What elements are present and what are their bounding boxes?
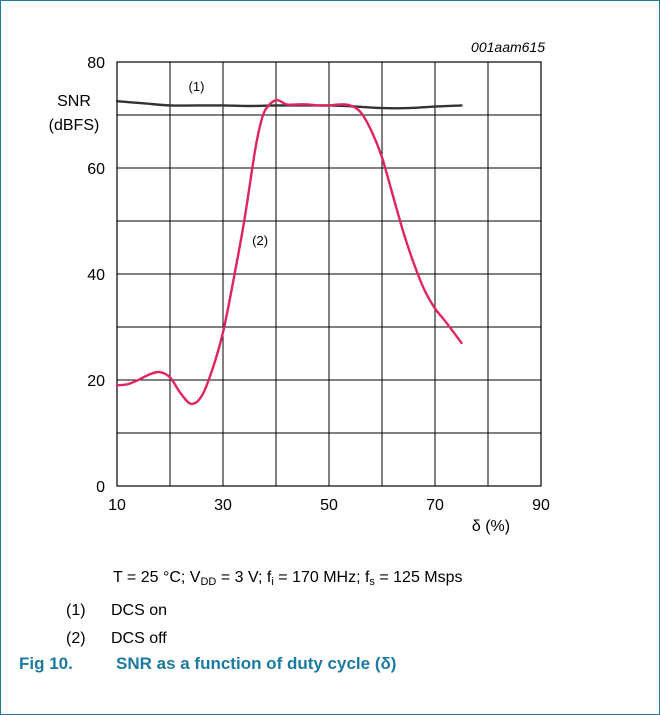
cond-vdd-sub: DD [200, 576, 217, 588]
cond-fs-sub: s [369, 576, 375, 588]
y-axis-label-line1: SNR [57, 93, 91, 110]
note-dcs-on: (1) DCS on [66, 602, 167, 620]
caption-label: Fig 10. [19, 654, 73, 673]
plot-border [116, 61, 542, 487]
note-number: (1) [66, 602, 86, 619]
cond-vdd-value: = 3 V; f [216, 569, 272, 586]
snr-chart: 10 30 50 70 90 0 20 40 60 80 (1) (2) 001aam615 SNR… [49, 39, 550, 535]
cond-fi-value: = 170 MHz; f [273, 569, 370, 586]
cond-temp: T = 25 °C; V [113, 569, 201, 586]
x-tick-label: 70 [426, 497, 444, 514]
note-text: DCS off [111, 630, 167, 647]
figure-caption: Fig 10. SNR as a function of duty cycle (… [19, 654, 396, 674]
note-number: (2) [66, 630, 86, 647]
y-axis-label-line2: (dBFS) [49, 117, 100, 134]
y-tick-label: 40 [87, 267, 105, 284]
grid [116, 61, 542, 487]
x-tick-label: 50 [320, 497, 338, 514]
cond-fs-value: = 125 Msps [374, 569, 463, 586]
tick-labels: 10 30 50 70 90 0 20 40 60 80 [87, 55, 550, 514]
annotations: (1) (2) [189, 79, 268, 248]
y-tick-label: 20 [87, 373, 105, 390]
series [115, 98, 463, 406]
series-2-dcs-off-line [115, 98, 463, 406]
note-text: DCS on [111, 602, 168, 619]
x-tick-label: 90 [532, 497, 550, 514]
series-annotation-label: (1) [189, 79, 205, 94]
x-tick-label: 10 [108, 497, 126, 514]
note-dcs-off: (2) DCS off [66, 630, 167, 648]
x-tick-label: 30 [214, 497, 232, 514]
caption-text: SNR as a function of duty cycle (δ) [116, 654, 397, 673]
y-tick-label: 80 [87, 55, 105, 72]
y-tick-label: 60 [87, 161, 105, 178]
chart-id-label: 001aam615 [471, 39, 545, 55]
y-tick-label: 0 [96, 479, 105, 496]
series-annotation-label: (2) [252, 233, 268, 248]
x-axis-label: δ (%) [472, 518, 510, 535]
cond-fi-sub: i [271, 576, 274, 588]
test-conditions: T = 25 °C; VDD = 3 V; fi = 170 MHz; fs =… [113, 569, 463, 588]
